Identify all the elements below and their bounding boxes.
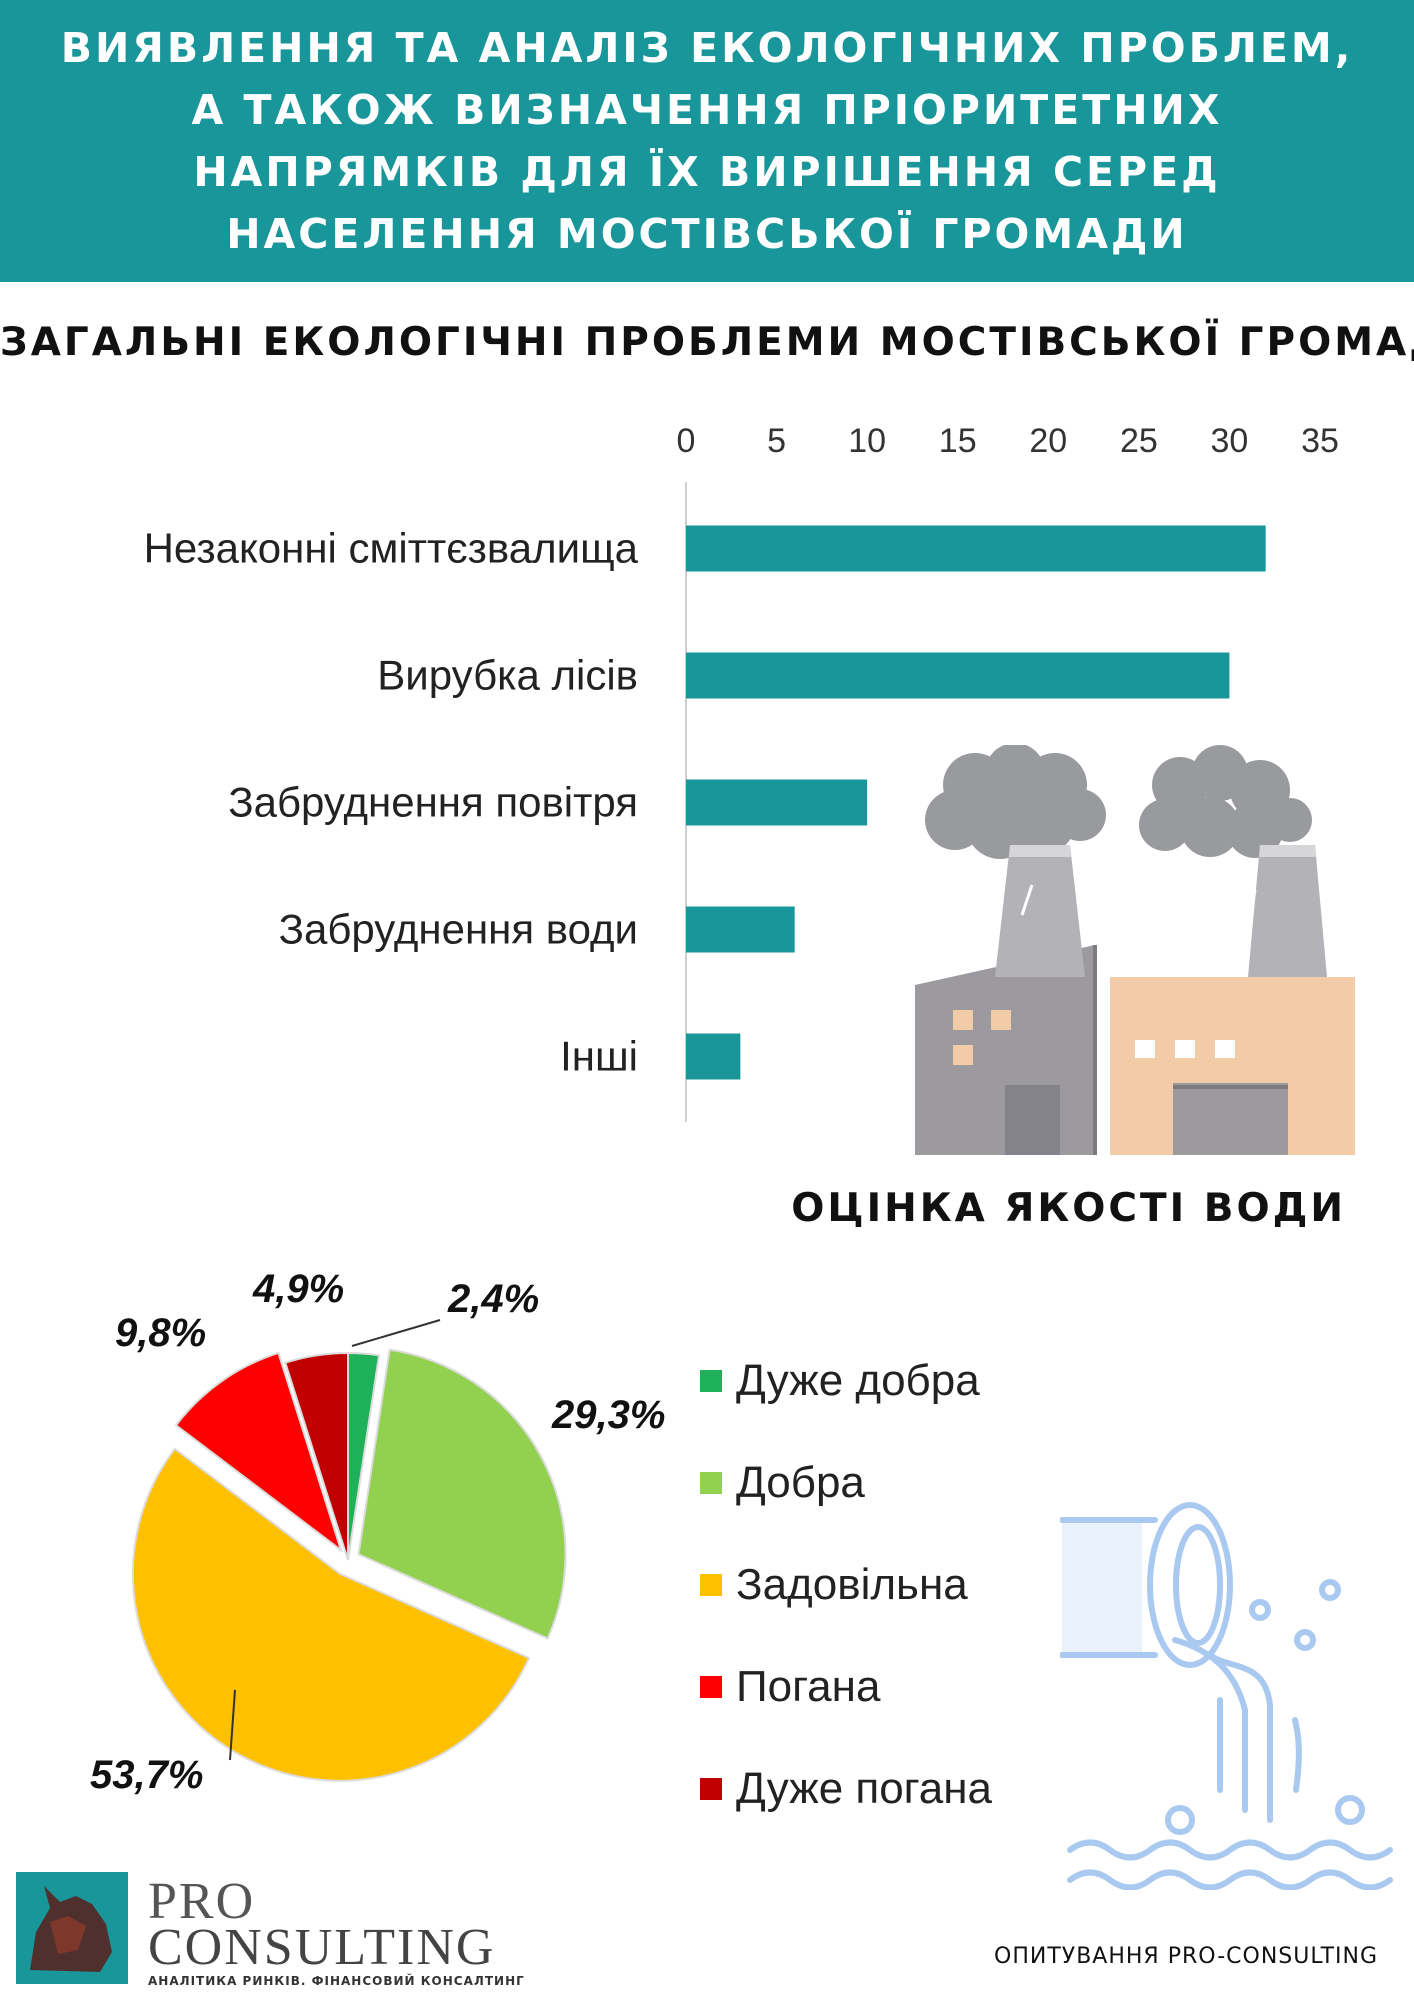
logo-consulting-text: CONSULTING [148,1919,496,1976]
header-banner: Виявлення та аналіз екологічних проблем,… [0,0,1414,282]
legend-label: Дуже добра [736,1356,980,1405]
pie-legend: Дуже добра Добра Задовільна Погана Дуже … [700,1330,1060,1840]
bar [686,652,1230,699]
category-label: Інші [560,1033,638,1080]
survey-note: ОПИТУВАННЯ PRO-CONSULTING [994,1944,1378,1969]
logo-tagline: АНАЛІТИКА РИНКІВ. ФІНАНСОВИЙ КОНСАЛТИНГ [148,1974,525,1988]
legend-item: Добра [700,1432,1060,1534]
category-label: Забруднення повітря [228,779,638,826]
pie-slice [357,1348,567,1640]
bar [686,1033,741,1080]
legend-item: Дуже добра [700,1330,1060,1432]
legend-swatch [700,1574,722,1596]
data-label: 29,3% [551,1393,665,1437]
data-label: 9,8% [115,1311,206,1355]
bar [686,525,1266,572]
bar-chart: 0 5 10 15 20 25 30 35 Незаконні сміттєзвалища Вир… [144,422,1339,1122]
leader-line [229,1689,236,1761]
data-label: 4,9% [252,1267,344,1311]
factory-icon [915,745,1355,1155]
pie-slice [174,1351,343,1553]
x-tick-label: 30 [1211,422,1249,460]
x-tick-label: 35 [1301,422,1339,460]
data-label: 53,7% [90,1753,203,1797]
pie-chart-title: ОЦІНКА ЯКОСТІ ВОДИ [791,1186,1346,1231]
x-tick-label: 10 [848,422,886,460]
legend-label: Погана [736,1662,881,1711]
pie-slice [284,1351,349,1561]
pie-chart: 2,4% 29,3% 53,7% 9,8% 4,9% [90,1267,665,1797]
page-title: Виявлення та аналіз екологічних проблем,… [60,24,1354,258]
x-tick-label: 25 [1120,422,1158,460]
company-logo: PRO CONSULTING АНАЛІТИКА РИНКІВ. ФІНАНСО… [16,1872,536,1988]
legend-swatch [700,1778,722,1800]
legend-item: Погана [700,1636,1060,1738]
category-label: Забруднення води [279,906,638,953]
bar [686,779,868,826]
legend-item: Дуже погана [700,1738,1060,1840]
legend-label: Добра [736,1458,865,1507]
pie-slice [131,1447,531,1782]
leader-line [351,1319,441,1347]
data-label: 2,4% [447,1277,539,1321]
legend-label: Задовільна [736,1560,968,1609]
x-tick-label: 5 [767,422,786,460]
x-tick-label: 15 [939,422,977,460]
bar-chart-title: ЗАГАЛЬНІ ЕКОЛОГІЧНІ ПРОБЛЕМИ МОСТІВСЬКОЇ… [0,320,1414,365]
category-label: Незаконні сміттєзвалища [144,525,639,572]
legend-label: Дуже погана [736,1764,993,1813]
logo-pro-text: PRO [148,1873,256,1930]
water-pipe-icon [1060,1502,1393,1890]
bar [686,906,795,953]
legend-swatch [700,1676,722,1698]
legend-swatch [700,1472,722,1494]
rhino-logo-icon [16,1872,128,1984]
legend-item: Задовільна [700,1534,1060,1636]
legend-swatch [700,1370,722,1392]
category-label: Вирубка лісів [377,652,638,699]
x-tick-label: 20 [1029,422,1067,460]
x-tick-label: 0 [677,422,696,460]
